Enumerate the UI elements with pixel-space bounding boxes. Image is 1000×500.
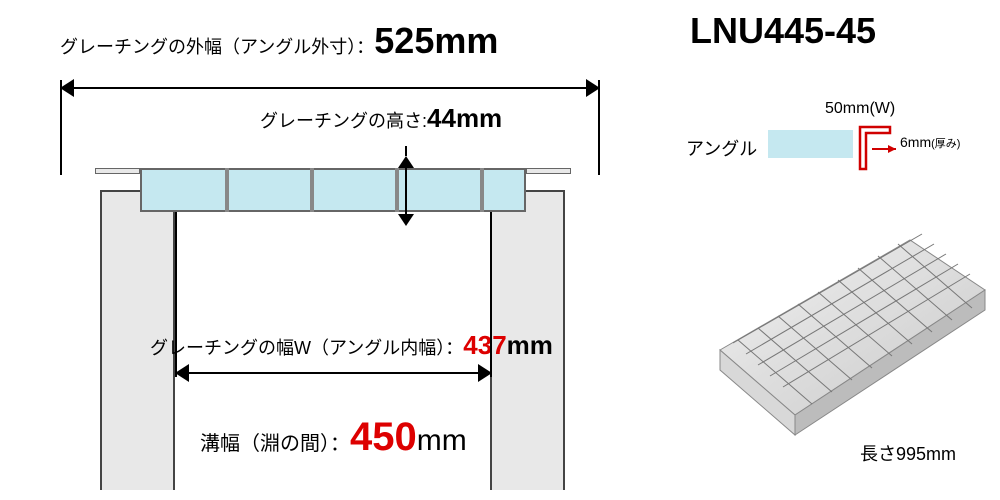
groove-text: 溝幅（淵の間）： — [200, 433, 350, 455]
outer-width-value: 525 — [374, 20, 434, 61]
extension-line — [175, 212, 177, 377]
inner-width-unit: mm — [507, 330, 553, 360]
angle-thickness-note: (厚み) — [931, 138, 960, 150]
cross-section-diagram: グレーチングの外幅（アングル外寸）：525mm グレーチングの高さ:44mm グ… — [60, 20, 680, 480]
outer-width-label: グレーチングの外幅（アングル外寸）：525mm — [60, 20, 498, 62]
extension-line — [490, 212, 492, 377]
inner-width-label: グレーチングの幅W（アングル内幅）：437mm — [150, 330, 553, 361]
groove-value: 450 — [350, 415, 417, 459]
inner-width-dimension — [175, 360, 492, 390]
inner-width-value: 437 — [463, 330, 506, 360]
height-dimension — [396, 156, 416, 226]
groove-unit: mm — [417, 424, 467, 457]
length-value: 995 — [896, 444, 926, 464]
dimension-line — [72, 87, 588, 89]
height-label: グレーチングの高さ:44mm — [260, 103, 502, 134]
grating-bar — [480, 168, 484, 212]
arrow-up-icon — [398, 156, 414, 168]
section-view — [60, 150, 680, 350]
dimension-line — [187, 372, 480, 374]
grating-3d-view — [700, 230, 990, 460]
length-text: 長さ — [860, 444, 896, 464]
angle-width-label: 50mm(W) — [825, 100, 895, 118]
length-label: 長さ995mm — [860, 440, 956, 466]
product-code: LNU445-45 — [690, 10, 990, 52]
arrow-down-icon — [398, 214, 414, 226]
angle-thickness-value: 6mm — [900, 134, 931, 150]
angle-thickness-label: 6mm(厚み) — [900, 134, 960, 151]
outer-width-dimension — [60, 75, 600, 105]
outer-width-text: グレーチングの外幅（アングル外寸）： — [60, 37, 374, 57]
angle-flange-left — [95, 168, 140, 174]
grating-bar — [225, 168, 229, 212]
groove-width-label: 溝幅（淵の間）：450mm — [200, 415, 467, 460]
length-unit: mm — [926, 444, 956, 464]
grating-body — [140, 168, 526, 212]
height-text: グレーチングの高さ: — [260, 111, 427, 131]
right-panel: LNU445-45 50mm(W) アングル 6mm(厚み) — [690, 10, 990, 52]
height-unit: mm — [456, 103, 502, 133]
height-value: 44 — [427, 103, 456, 133]
angle-profile-icon — [858, 125, 898, 175]
angle-swatch — [768, 130, 853, 158]
outer-width-unit: mm — [434, 20, 498, 61]
grating-bar — [310, 168, 314, 212]
angle-flange-right — [526, 168, 571, 174]
angle-label: アングル — [686, 135, 757, 161]
inner-width-text: グレーチングの幅W（アングル内幅）： — [150, 338, 463, 358]
